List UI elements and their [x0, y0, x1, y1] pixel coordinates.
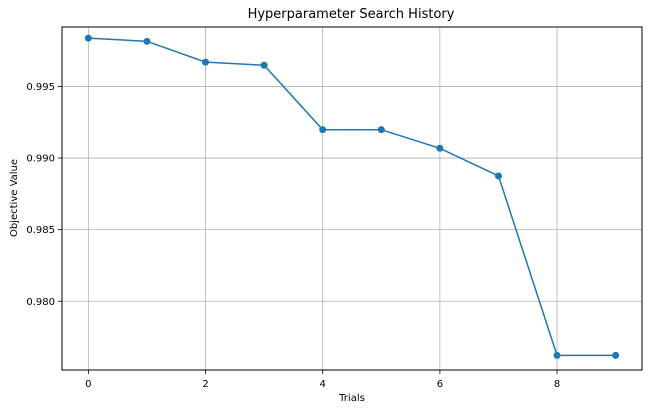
chart-title: Hyperparameter Search History	[248, 7, 455, 22]
data-point	[260, 61, 268, 69]
data-point	[319, 126, 327, 134]
plot-frame	[61, 26, 643, 371]
series-objective	[84, 34, 620, 359]
data-point	[377, 126, 385, 134]
x-axis-ticks: 0 2 4 6 8	[85, 370, 560, 390]
x-tick-label: 8	[554, 379, 560, 390]
y-axis-ticks: 0.980 0.985 0.990 0.995	[26, 82, 62, 308]
data-point	[84, 34, 92, 42]
x-tick-label: 4	[320, 379, 326, 390]
x-tick-label: 6	[437, 379, 443, 390]
data-point	[612, 351, 620, 359]
data-point	[494, 172, 502, 180]
y-tick-label: 0.990	[26, 154, 55, 165]
y-axis-label: Objective Value	[9, 159, 20, 237]
x-tick-label: 0	[85, 379, 91, 390]
x-axis-label: Trials	[338, 393, 365, 404]
y-tick-label: 0.980	[26, 297, 55, 308]
x-tick-label: 2	[202, 379, 208, 390]
grid-lines	[62, 27, 642, 370]
data-point	[202, 58, 210, 66]
series-line	[88, 37, 616, 357]
data-point	[143, 37, 151, 45]
y-tick-label: 0.995	[26, 82, 55, 93]
y-tick-label: 0.985	[26, 225, 55, 236]
data-point	[553, 351, 561, 359]
data-point	[436, 144, 444, 152]
